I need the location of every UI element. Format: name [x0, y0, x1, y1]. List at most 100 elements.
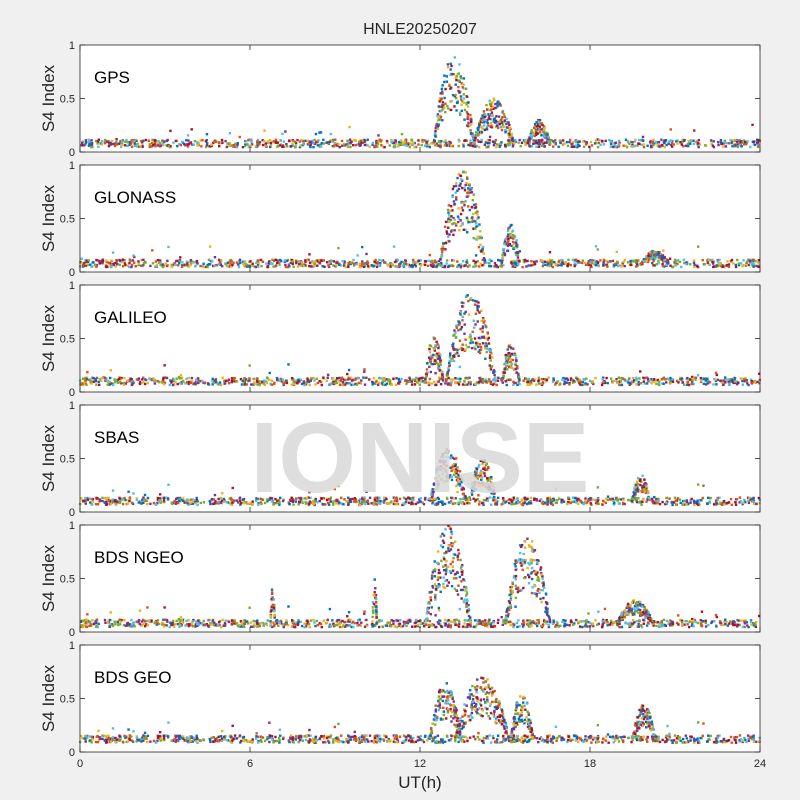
data-point — [570, 142, 573, 146]
data-point — [284, 265, 288, 269]
data-point — [355, 262, 359, 266]
data-point — [459, 174, 463, 178]
data-point — [430, 142, 433, 145]
data-point — [594, 376, 597, 380]
data-point — [704, 144, 707, 147]
data-point — [332, 380, 335, 384]
data-point — [199, 264, 202, 268]
data-point — [223, 382, 226, 385]
data-point — [637, 380, 640, 384]
data-point — [458, 184, 461, 187]
data-point — [509, 347, 513, 351]
data-point — [661, 500, 664, 504]
data-point — [596, 248, 599, 251]
data-point — [297, 262, 301, 266]
data-point — [472, 203, 476, 207]
data-point — [371, 383, 374, 386]
data-point — [469, 188, 472, 191]
data-point — [118, 380, 122, 384]
data-point — [347, 368, 351, 372]
data-point — [338, 380, 342, 383]
data-point — [529, 136, 532, 140]
data-point — [575, 259, 579, 263]
data-point — [472, 141, 475, 144]
data-point — [510, 499, 513, 502]
data-point — [449, 383, 453, 387]
data-point — [447, 213, 451, 216]
data-point — [353, 497, 357, 500]
data-point — [349, 500, 353, 503]
data-point — [115, 261, 118, 264]
data-point — [109, 142, 112, 145]
data-point — [462, 101, 466, 104]
data-point — [572, 145, 576, 148]
data-point — [133, 144, 137, 148]
data-point — [439, 145, 442, 149]
data-point — [268, 378, 271, 381]
data-point — [488, 264, 491, 268]
data-point — [436, 363, 440, 366]
data-point — [447, 376, 450, 380]
data-point — [443, 265, 447, 269]
data-point — [744, 264, 748, 268]
data-point — [447, 217, 450, 221]
data-point — [90, 497, 93, 501]
data-point — [472, 326, 476, 329]
data-point — [489, 381, 493, 385]
data-point — [452, 354, 455, 358]
data-point — [97, 138, 101, 141]
data-point — [353, 500, 356, 503]
data-point — [249, 144, 252, 147]
data-point — [268, 260, 271, 263]
data-point — [304, 502, 308, 505]
data-point — [545, 135, 549, 138]
data-point — [444, 139, 447, 142]
data-point — [148, 378, 152, 381]
data-point — [209, 502, 212, 506]
data-point — [394, 140, 397, 144]
data-point — [466, 231, 469, 234]
data-point — [689, 501, 692, 504]
data-point — [739, 262, 743, 265]
data-point — [504, 367, 508, 371]
data-point — [594, 245, 598, 248]
data-point — [499, 125, 503, 129]
data-point — [562, 500, 566, 503]
data-point — [724, 376, 727, 379]
data-point — [223, 379, 226, 383]
data-point — [289, 145, 293, 148]
data-point — [490, 114, 493, 117]
data-point — [308, 500, 312, 503]
data-point — [450, 381, 453, 384]
data-point — [321, 264, 324, 268]
data-point — [663, 145, 666, 149]
data-point — [326, 376, 329, 379]
data-point — [389, 265, 392, 268]
data-point — [508, 123, 511, 127]
data-point — [533, 263, 537, 266]
data-point — [665, 263, 668, 266]
data-point — [654, 499, 658, 503]
data-point — [514, 251, 518, 255]
data-point — [84, 141, 88, 144]
data-point — [533, 122, 537, 126]
data-point — [505, 500, 508, 503]
data-point — [541, 382, 545, 385]
data-point — [141, 145, 144, 149]
data-point — [196, 142, 199, 145]
data-point — [491, 101, 494, 104]
data-point — [596, 486, 599, 489]
data-point — [436, 144, 439, 148]
data-point — [653, 264, 656, 267]
data-point — [226, 264, 230, 267]
data-point — [493, 373, 496, 377]
data-point — [466, 117, 469, 121]
data-point — [482, 110, 486, 113]
data-point — [279, 144, 282, 147]
data-point — [646, 379, 650, 382]
data-point — [543, 126, 546, 129]
data-point — [361, 496, 364, 500]
data-point — [473, 337, 477, 340]
data-point — [529, 264, 533, 267]
data-point — [472, 265, 475, 268]
